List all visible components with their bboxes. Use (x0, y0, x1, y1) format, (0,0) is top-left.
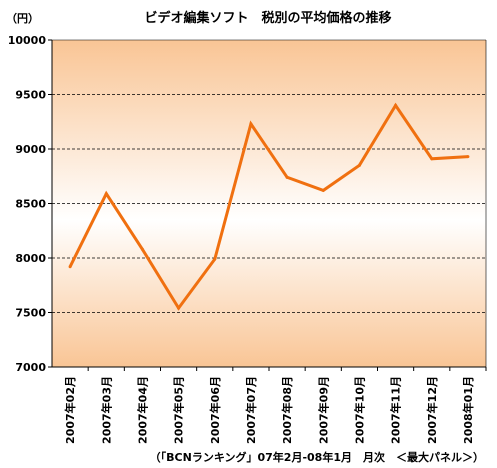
x-tick-label: 2008年01月 (461, 376, 475, 444)
data-point (394, 103, 398, 107)
x-tick-label: 2007年02月 (63, 376, 77, 444)
data-point (104, 192, 108, 196)
x-tick-label: 2007年06月 (208, 376, 222, 444)
x-tick-label: 2007年11月 (389, 376, 403, 444)
y-tick-label: 8000 (15, 252, 46, 265)
series-line (68, 102, 468, 311)
data-point (285, 175, 289, 179)
x-tick-label: 2007年08月 (280, 376, 294, 444)
x-tick-label: 2007年04月 (135, 376, 149, 444)
y-tick-label: 7000 (15, 361, 46, 374)
source-note: （「BCNランキング」07年2月-08年1月 月次 ＜最大パネル＞） (150, 450, 484, 464)
y-tick-labels: 7000 7500 8000 8500 9000 9500 10000 (8, 34, 52, 374)
x-tick-labels: 2007年02月 2007年03月 2007年04月 2007年05月 2007年06月… (63, 367, 487, 444)
y-tick-label: 9000 (15, 143, 46, 156)
data-point (466, 155, 470, 159)
x-tick-label: 2007年07月 (244, 376, 258, 444)
data-point (140, 247, 144, 251)
data-point (68, 265, 72, 269)
y-tick-label: 9500 (15, 89, 46, 102)
y-unit-label: （円） (6, 12, 39, 25)
y-tick-label: 10000 (8, 34, 47, 47)
series-group (68, 102, 470, 311)
chart-title: ビデオ編集ソフト 税別の平均価格の推移 (144, 10, 391, 26)
data-point (357, 163, 361, 167)
data-point (249, 122, 253, 126)
y-tick-label: 8500 (15, 198, 46, 211)
data-point (213, 257, 217, 261)
x-tick-label: 2007年03月 (99, 376, 113, 444)
x-tick-label: 2007年12月 (425, 376, 439, 444)
data-point (321, 188, 325, 192)
data-point (177, 306, 181, 310)
x-tick-label: 2007年09月 (316, 376, 330, 444)
data-point (430, 157, 434, 161)
x-tick-label: 2007年05月 (172, 376, 186, 444)
y-tick-label: 7500 (15, 307, 46, 320)
x-tick-label: 2007年10月 (352, 376, 366, 444)
